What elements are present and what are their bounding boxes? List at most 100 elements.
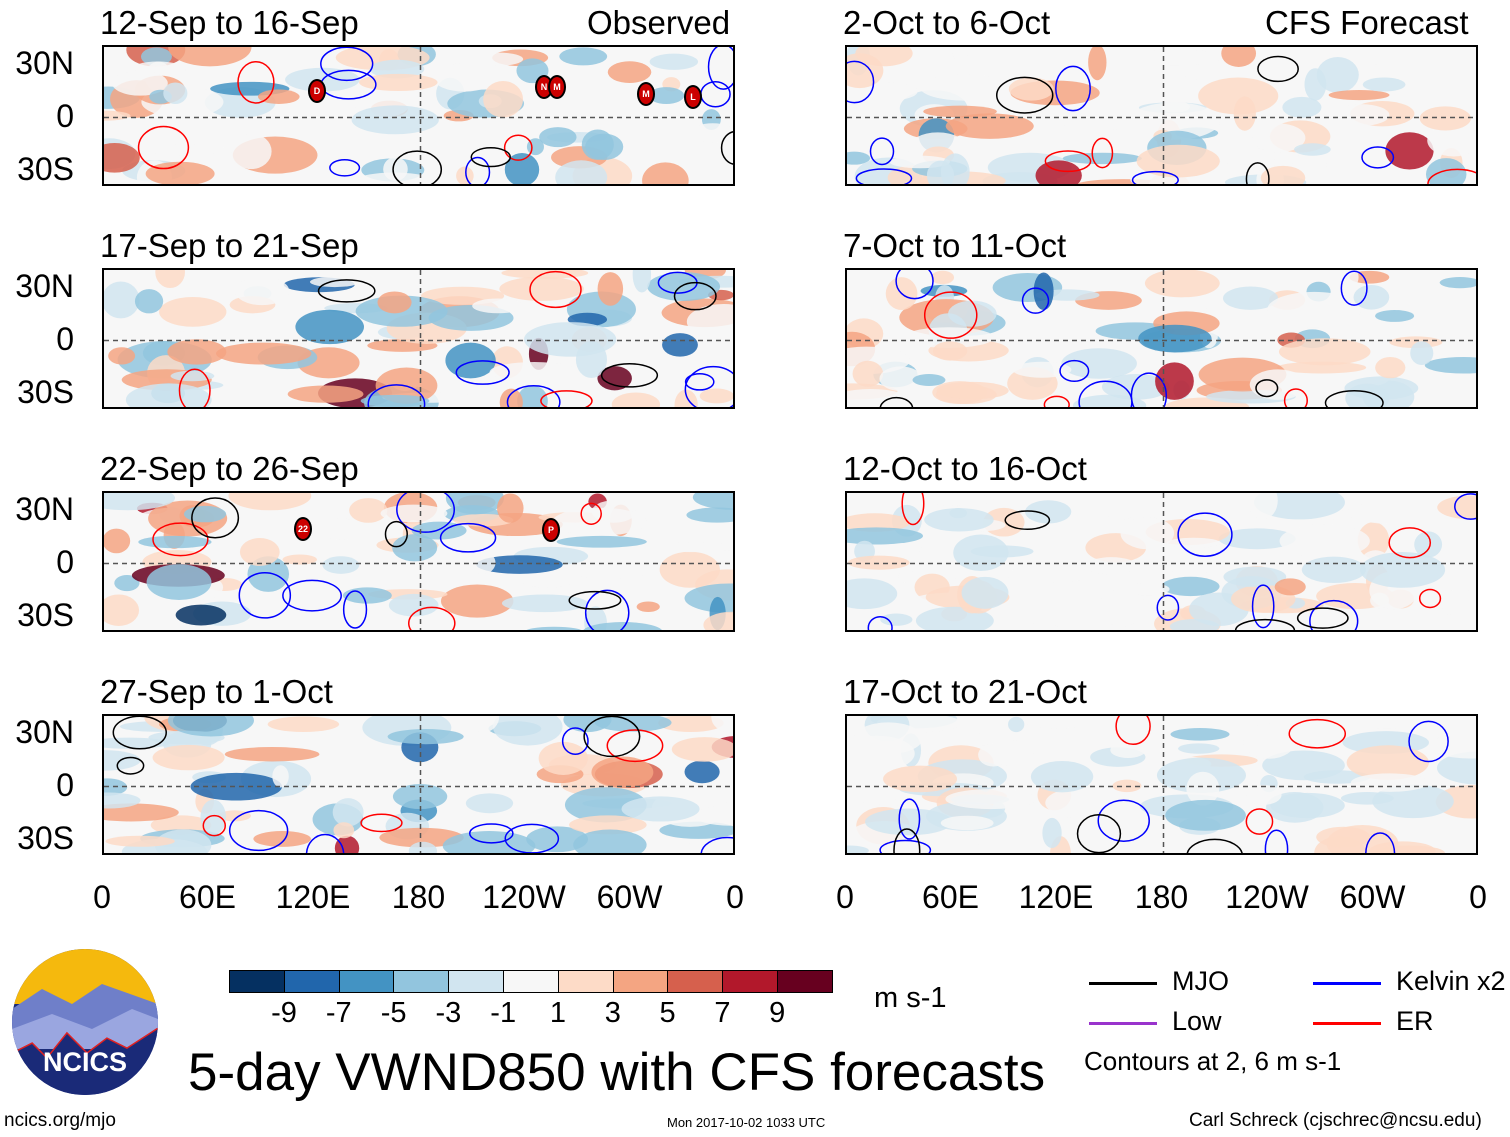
wind-anomaly-blob	[1260, 165, 1306, 184]
wind-anomaly-blob	[591, 756, 654, 788]
lon-tick-label: 180	[391, 879, 446, 915]
wind-anomaly-blob	[1060, 115, 1147, 130]
lon-tick-label: 60E	[922, 879, 979, 915]
wind-anomaly-blob	[898, 570, 918, 583]
wind-anomaly-blob	[1249, 369, 1307, 400]
wind-anomaly-blob	[692, 493, 733, 510]
footer-url[interactable]: ncics.org/mjo	[4, 1110, 116, 1131]
wind-anomaly-blob	[1218, 528, 1296, 550]
contour-line	[1177, 512, 1233, 557]
contour-line	[504, 823, 560, 853]
colorbar-swatch	[503, 970, 559, 993]
wind-anomaly-blob	[1012, 361, 1072, 378]
colorbar-label: -7	[325, 997, 352, 1029]
colorbar-swatch	[557, 970, 614, 993]
contour-line	[1130, 372, 1168, 407]
wind-anomaly-blob	[1128, 102, 1220, 140]
wind-anomaly-blob	[1301, 556, 1366, 583]
contour-line	[1097, 799, 1150, 842]
wind-anomaly-blob	[1170, 727, 1230, 741]
wind-anomaly-blob	[369, 59, 425, 79]
lon-tick-label: 60W	[1339, 879, 1406, 915]
contour-line	[1091, 137, 1114, 169]
wind-anomaly-blob	[501, 594, 588, 613]
wind-anomaly-blob	[538, 741, 588, 775]
wind-anomaly-blob	[470, 551, 496, 574]
wind-anomaly-blob	[566, 561, 654, 579]
wind-anomaly-blob	[879, 366, 922, 391]
wind-anomaly-blob	[456, 166, 474, 184]
contour-line	[1283, 388, 1308, 407]
wind-anomaly-blob	[200, 799, 227, 835]
contour-line	[700, 836, 733, 853]
wind-anomaly-blob	[1316, 826, 1371, 848]
wind-anomaly-blob	[1279, 524, 1370, 558]
wind-anomaly-blob	[104, 493, 176, 511]
wind-anomaly-blob	[1099, 493, 1142, 520]
contour-line	[1245, 808, 1274, 835]
map-panel	[102, 491, 735, 632]
wind-anomaly-blob	[569, 815, 647, 835]
lat-tick-label: 0	[56, 321, 74, 357]
wind-anomaly-blob	[1136, 144, 1220, 178]
wind-anomaly-blob	[360, 394, 430, 407]
wind-anomaly-blob	[432, 63, 496, 92]
contour-line	[600, 363, 659, 388]
colorbar-swatch	[338, 970, 395, 993]
map-panel	[102, 714, 735, 855]
contour-line	[408, 606, 456, 630]
contour-line	[1245, 162, 1270, 184]
tropical-storm-marker: D	[308, 79, 326, 103]
wind-anomaly-blob	[379, 827, 464, 848]
wind-anomaly-blob	[847, 513, 910, 532]
wind-anomaly-blob	[1414, 531, 1443, 558]
wind-anomaly-blob	[104, 750, 141, 771]
wind-anomaly-blob	[472, 298, 524, 314]
legend-label: ER	[1396, 1006, 1434, 1036]
contour-line	[1234, 618, 1296, 630]
wind-anomaly-blob	[1155, 362, 1194, 400]
wind-anomaly-blob	[1375, 356, 1406, 379]
contour-line	[580, 502, 602, 525]
contour-line	[583, 716, 641, 758]
wind-anomaly-blob	[860, 82, 918, 101]
wind-anomaly-blob	[1424, 357, 1476, 374]
wind-anomaly-blob	[948, 300, 997, 327]
lon-tick-label: 120E	[1018, 879, 1094, 915]
wind-anomaly-blob	[1419, 106, 1471, 131]
wind-anomaly-blob	[1294, 143, 1331, 156]
lat-tick-label: 30N	[15, 714, 74, 750]
wind-anomaly-blob	[847, 151, 871, 165]
contour-line	[1340, 270, 1368, 306]
contour-line	[684, 365, 733, 407]
wind-anomaly-blob	[1120, 517, 1175, 550]
contour-line	[329, 158, 361, 177]
wind-anomaly-blob	[940, 815, 994, 831]
legend-line-mjo	[1089, 982, 1157, 985]
wind-anomaly-blob	[847, 845, 869, 853]
wind-anomaly-blob	[114, 575, 140, 592]
wind-anomaly-blob	[611, 392, 661, 407]
wind-anomaly-blob	[1346, 745, 1429, 780]
wind-anomaly-blob	[104, 594, 140, 626]
wind-anomaly-blob	[387, 729, 464, 745]
wind-anomaly-blob	[501, 270, 589, 279]
contour-line	[898, 798, 921, 840]
contour-line	[707, 47, 733, 90]
wind-anomaly-blob	[1008, 716, 1025, 733]
colorbar-label: 5	[659, 997, 676, 1029]
wind-anomaly-blob	[855, 47, 913, 67]
wind-anomaly-blob	[526, 826, 588, 853]
contour-line	[178, 368, 211, 407]
wind-anomaly-blob	[575, 341, 607, 379]
wind-anomaly-blob	[104, 803, 179, 822]
wind-anomaly-blob	[1424, 613, 1476, 630]
wind-anomaly-blob	[1276, 361, 1367, 374]
colorbar-swatch	[777, 970, 833, 993]
wind-anomaly-blob	[931, 270, 955, 285]
contour-line	[561, 727, 589, 755]
wind-anomaly-blob	[1274, 578, 1306, 596]
colorbar-swatch	[667, 970, 724, 993]
legend-label: Low	[1172, 1006, 1222, 1036]
contour-line	[384, 520, 408, 548]
